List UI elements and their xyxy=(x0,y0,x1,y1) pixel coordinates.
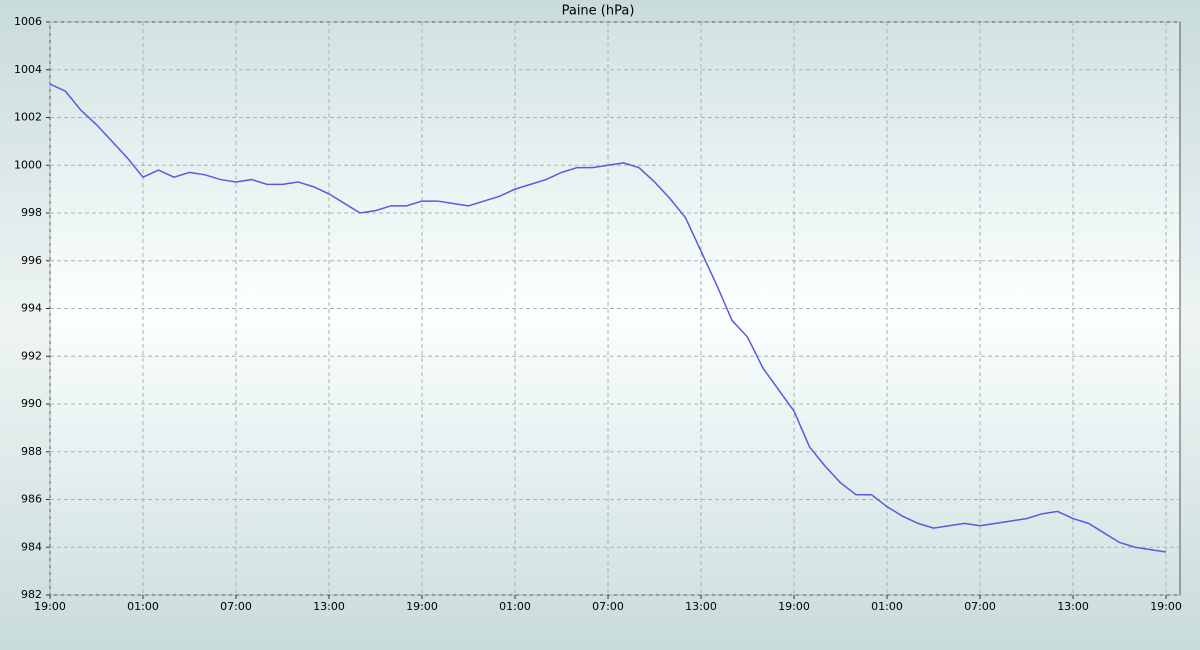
x-tick-label: 01:00 xyxy=(871,600,903,613)
y-tick-label: 982 xyxy=(21,588,42,601)
y-tick-label: 996 xyxy=(21,254,42,267)
x-tick-label: 19:00 xyxy=(34,600,66,613)
x-tick-label: 19:00 xyxy=(778,600,810,613)
x-tick-label: 13:00 xyxy=(1057,600,1089,613)
y-tick-label: 984 xyxy=(21,540,42,553)
y-tick-label: 998 xyxy=(21,206,42,219)
x-tick-label: 19:00 xyxy=(1150,600,1182,613)
x-tick-label: 07:00 xyxy=(592,600,624,613)
y-tick-label: 990 xyxy=(21,397,42,410)
x-tick-label: 01:00 xyxy=(127,600,159,613)
x-tick-label: 01:00 xyxy=(499,600,531,613)
x-tick-label: 13:00 xyxy=(685,600,717,613)
x-tick-label: 19:00 xyxy=(406,600,438,613)
y-tick-label: 1000 xyxy=(14,158,42,171)
y-tick-label: 988 xyxy=(21,445,42,458)
y-tick-label: 992 xyxy=(21,349,42,362)
y-tick-label: 1002 xyxy=(14,111,42,124)
chart-title: Paine (hPa) xyxy=(562,4,635,19)
y-tick-label: 1006 xyxy=(14,15,42,28)
x-tick-label: 13:00 xyxy=(313,600,345,613)
line xyxy=(49,83,1167,553)
x-tick-label: 07:00 xyxy=(220,600,252,613)
y-tick-label: 994 xyxy=(21,302,42,315)
y-tick-label: 1004 xyxy=(14,63,42,76)
x-tick-label: 07:00 xyxy=(964,600,996,613)
y-tick-label: 986 xyxy=(21,493,42,506)
